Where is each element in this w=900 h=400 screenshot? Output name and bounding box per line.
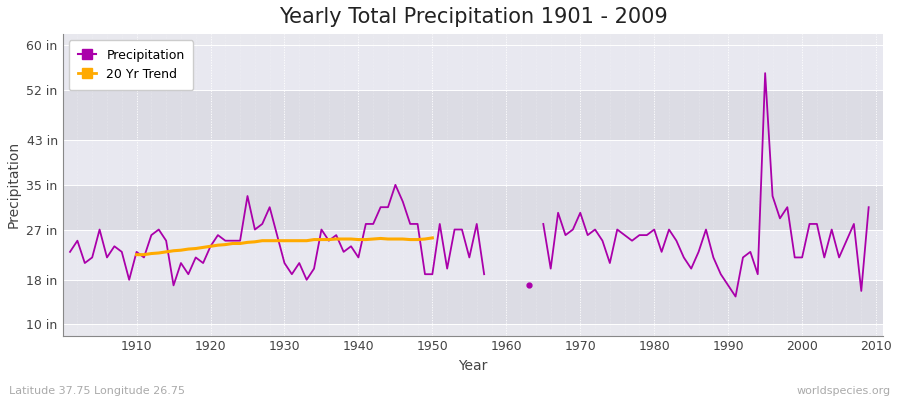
- Y-axis label: Precipitation: Precipitation: [7, 141, 21, 228]
- Text: Latitude 37.75 Longitude 26.75: Latitude 37.75 Longitude 26.75: [9, 386, 185, 396]
- Legend: Precipitation, 20 Yr Trend: Precipitation, 20 Yr Trend: [69, 40, 194, 90]
- Bar: [63, 90, 884, 140]
- Bar: [63, 185, 884, 230]
- Bar: [63, 280, 884, 324]
- Text: worldspecies.org: worldspecies.org: [796, 386, 891, 396]
- Title: Yearly Total Precipitation 1901 - 2009: Yearly Total Precipitation 1901 - 2009: [279, 7, 668, 27]
- Bar: [63, 45, 884, 90]
- Bar: [63, 230, 884, 280]
- Bar: [63, 140, 884, 185]
- X-axis label: Year: Year: [458, 359, 488, 373]
